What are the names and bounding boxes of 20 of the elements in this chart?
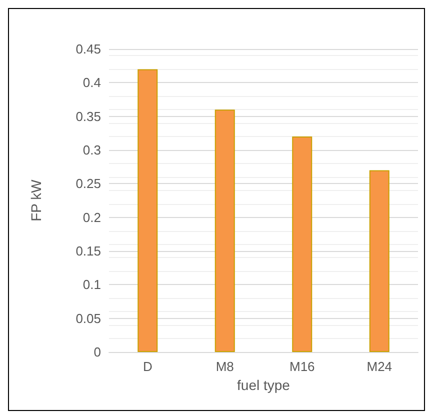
x-tick-label: D: [142, 359, 152, 374]
x-axis-title: fuel type: [237, 377, 290, 393]
bar: [292, 136, 312, 352]
y-tick-label: 0.4: [82, 75, 101, 90]
x-tick-label: M16: [289, 359, 315, 374]
y-tick-label: 0.35: [76, 108, 101, 124]
x-tick-label: M8: [216, 359, 234, 374]
bar: [138, 69, 158, 352]
y-tick-label: 0.05: [76, 310, 101, 326]
y-tick-label: 0: [94, 344, 101, 360]
y-tick-label: 0.15: [76, 244, 101, 258]
bar: [214, 110, 235, 352]
y-axis-title: FP kW: [28, 178, 44, 222]
y-tick-label: 0.25: [76, 176, 101, 192]
y-tick-label: 0.3: [82, 142, 101, 158]
x-tick-label: M24: [366, 359, 392, 374]
bar: [369, 170, 390, 352]
y-tick-label: 0.2: [82, 210, 101, 225]
y-tick-label: 0.1: [82, 277, 101, 292]
y-tick-label: 0.45: [76, 42, 101, 56]
